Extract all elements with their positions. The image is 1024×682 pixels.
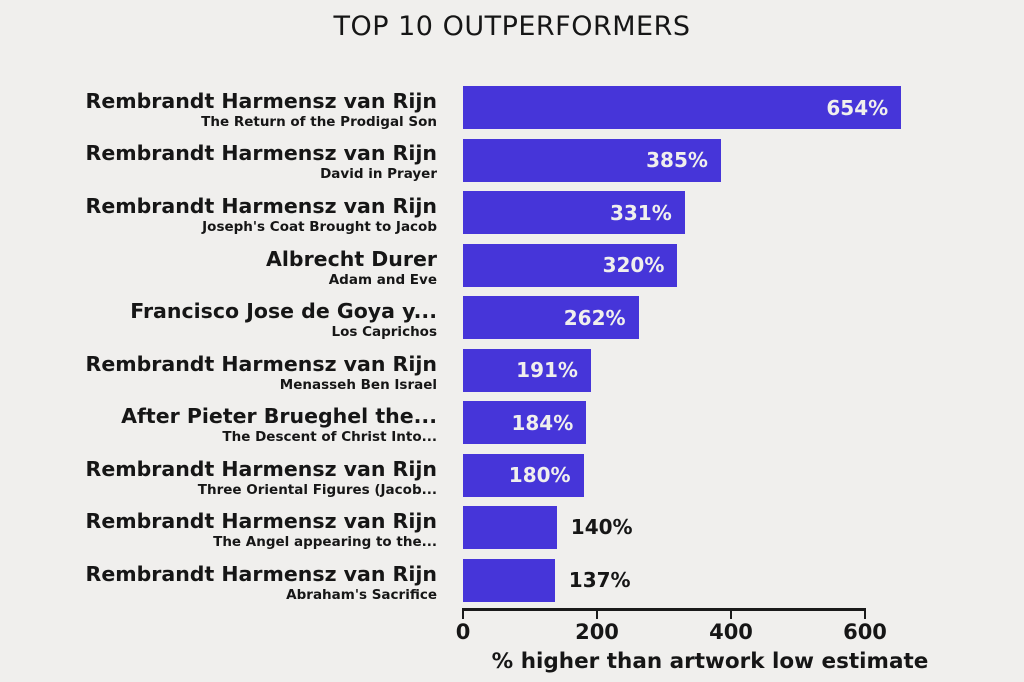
bar-value-label: 184% (511, 410, 574, 435)
bar-value-label: 320% (602, 253, 665, 278)
bar-category-artwork: Adam and Eve (328, 271, 437, 288)
bar: 385% (463, 138, 721, 182)
bar: 180% (463, 453, 584, 497)
bar-row-label: Rembrandt Harmensz van Rijn Menasseh Ben … (0, 349, 437, 392)
bar-category-artist: Albrecht Durer (266, 246, 437, 271)
bar-category-artwork: Abraham's Sacrifice (286, 586, 437, 603)
bar-row-label: Francisco Jose de Goya y... Los Caprichos (0, 296, 437, 341)
bar-value-label: 262% (563, 305, 626, 330)
bar: 320% (463, 243, 678, 287)
bar-value-label: 331% (609, 200, 672, 225)
bar: 184% (463, 401, 587, 445)
bar-category-artist: Rembrandt Harmensz van Rijn (85, 561, 437, 586)
chart-title: TOP 10 OUTPERFORMERS (333, 11, 691, 42)
bar-value-label: 137% (568, 567, 631, 592)
x-axis-tick-label: 600 (843, 620, 887, 644)
bar: 262% (463, 296, 639, 340)
bar-value-label: 180% (508, 463, 571, 488)
x-axis-tick (729, 608, 733, 619)
bar-category-artist: Francisco Jose de Goya y... (130, 299, 437, 324)
bar-value-label: 140% (570, 515, 633, 540)
bar-row-label: Albrecht Durer Adam and Eve (0, 244, 437, 287)
bar-row-label: Rembrandt Harmensz van Rijn The Angel app… (0, 506, 437, 551)
bar-row-label: After Pieter Brueghel the... The Descent … (0, 401, 437, 446)
x-axis-tick-label: 200 (575, 620, 619, 644)
bar-category-artwork: Joseph's Coat Brought to Jacob (202, 218, 437, 235)
bar-value-label: 191% (516, 358, 578, 383)
x-axis-tick (461, 608, 465, 619)
bar-row-label: Rembrandt Harmensz van Rijn Joseph's Coat… (0, 191, 437, 235)
bar-row-label: Rembrandt Harmensz van Rijn The Return of… (0, 86, 437, 129)
x-axis-tick (595, 608, 599, 619)
x-axis-label: % higher than artwork low estimate (491, 649, 929, 674)
bar-row-label: Rembrandt Harmensz van Rijn Abraham's Sac… (0, 559, 437, 602)
bar-row-label: Rembrandt Harmensz van Rijn Three Orienta… (0, 454, 437, 497)
x-axis-tick-label: 400 (709, 620, 753, 644)
chart-rows: Rembrandt Harmensz van Rijn The Return of… (0, 86, 1024, 616)
bar-category-artist: Rembrandt Harmensz van Rijn (85, 351, 437, 376)
bar-value-label: 654% (826, 95, 889, 120)
bar-category-artwork: The Angel appearing to the... (213, 534, 437, 551)
bar: 331% (463, 191, 685, 235)
bar (463, 558, 555, 602)
x-axis-tick (863, 608, 867, 619)
bar-category-artwork: Three Oriental Figures (Jacob... (197, 481, 437, 498)
bar: 191% (463, 348, 591, 392)
bar-category-artwork: Los Caprichos (331, 324, 437, 341)
x-axis-spine (461, 608, 867, 611)
bar-category-artist: After Pieter Brueghel the... (121, 404, 437, 429)
bar (463, 506, 557, 550)
bar-category-artwork: David in Prayer (320, 166, 437, 183)
bar-category-artwork: Menasseh Ben Israel (279, 376, 437, 393)
bar-category-artist: Rembrandt Harmensz van Rijn (85, 456, 437, 481)
bar-value-label: 385% (646, 148, 708, 173)
bar-category-artist: Rembrandt Harmensz van Rijn (85, 88, 437, 113)
bar-row-label: Rembrandt Harmensz van Rijn David in Pray… (0, 139, 437, 182)
bar-category-artist: Rembrandt Harmensz van Rijn (85, 194, 437, 219)
bar: 654% (463, 86, 902, 129)
bar-category-artwork: The Return of the Prodigal Son (201, 113, 437, 130)
bar-category-artist: Rembrandt Harmensz van Rijn (85, 509, 437, 534)
x-axis-tick-label: 0 (455, 620, 471, 644)
bar-category-artist: Rembrandt Harmensz van Rijn (85, 141, 437, 166)
bar-category-artwork: The Descent of Christ Into... (222, 429, 437, 446)
